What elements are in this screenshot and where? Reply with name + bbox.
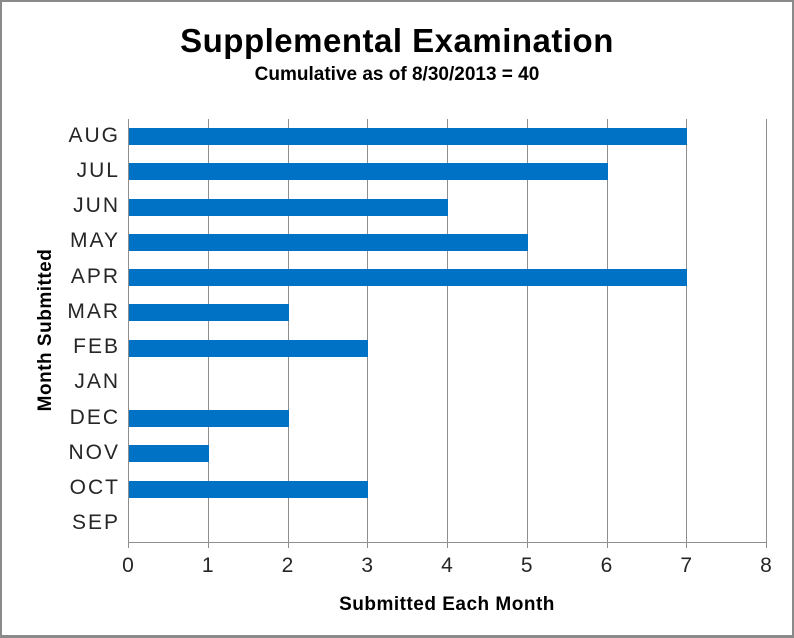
x-tick-label-4: 4 bbox=[441, 554, 453, 577]
y-tick-label-apr: APR bbox=[70, 264, 120, 288]
bar-jun bbox=[129, 198, 448, 216]
y-tick-label-jun: JUN bbox=[73, 194, 120, 218]
y-tick-label-feb: FEB bbox=[73, 335, 120, 359]
bar-nov bbox=[129, 445, 209, 463]
bar-feb bbox=[129, 339, 369, 357]
x-axis-title: Submitted Each Month bbox=[339, 594, 555, 615]
gridline-4 bbox=[447, 119, 448, 548]
gridline-2 bbox=[287, 119, 289, 548]
y-tick-label-jan: JAN bbox=[74, 370, 120, 394]
bar-mar bbox=[129, 304, 289, 322]
y-tick-label-dec: DEC bbox=[69, 405, 120, 429]
gridline-6 bbox=[606, 119, 608, 548]
gridline-8 bbox=[766, 119, 767, 548]
y-tick-label-may: MAY bbox=[70, 229, 120, 253]
y-tick-label-mar: MAR bbox=[67, 299, 120, 323]
bar-jul bbox=[129, 163, 608, 181]
x-tick-label-8: 8 bbox=[760, 554, 772, 577]
gridline-7 bbox=[686, 119, 688, 548]
x-tick-label-0: 0 bbox=[122, 554, 134, 577]
y-tick-label-oct: OCT bbox=[69, 476, 120, 500]
x-tick-label-3: 3 bbox=[361, 554, 374, 577]
y-tick-label-nov: NOV bbox=[68, 440, 120, 464]
chart-subtitle: Cumulative as of 8/30/2013 = 40 bbox=[254, 64, 540, 85]
y-tick-label-jul: JUL bbox=[76, 158, 120, 182]
bar-dec bbox=[129, 410, 289, 428]
chart-title: Supplemental Examination bbox=[180, 22, 614, 59]
x-tick-label-6: 6 bbox=[600, 554, 613, 577]
x-tick-label-1: 1 bbox=[201, 554, 214, 577]
plot-area bbox=[128, 119, 767, 548]
bar-oct bbox=[129, 480, 369, 498]
y-tick-label-sep: SEP bbox=[71, 511, 120, 535]
x-tick-label-2: 2 bbox=[281, 554, 294, 577]
gridline-3 bbox=[367, 119, 369, 548]
x-tick-label-7: 7 bbox=[680, 554, 693, 577]
y-tick-label-aug: AUG bbox=[68, 123, 120, 147]
x-tick-label-5: 5 bbox=[520, 554, 533, 577]
bar-apr bbox=[129, 269, 688, 287]
gridline-5 bbox=[526, 119, 528, 548]
bar-may bbox=[129, 233, 528, 251]
bar-aug bbox=[129, 128, 688, 146]
gridline-0 bbox=[128, 119, 129, 548]
gridline-1 bbox=[207, 119, 209, 548]
